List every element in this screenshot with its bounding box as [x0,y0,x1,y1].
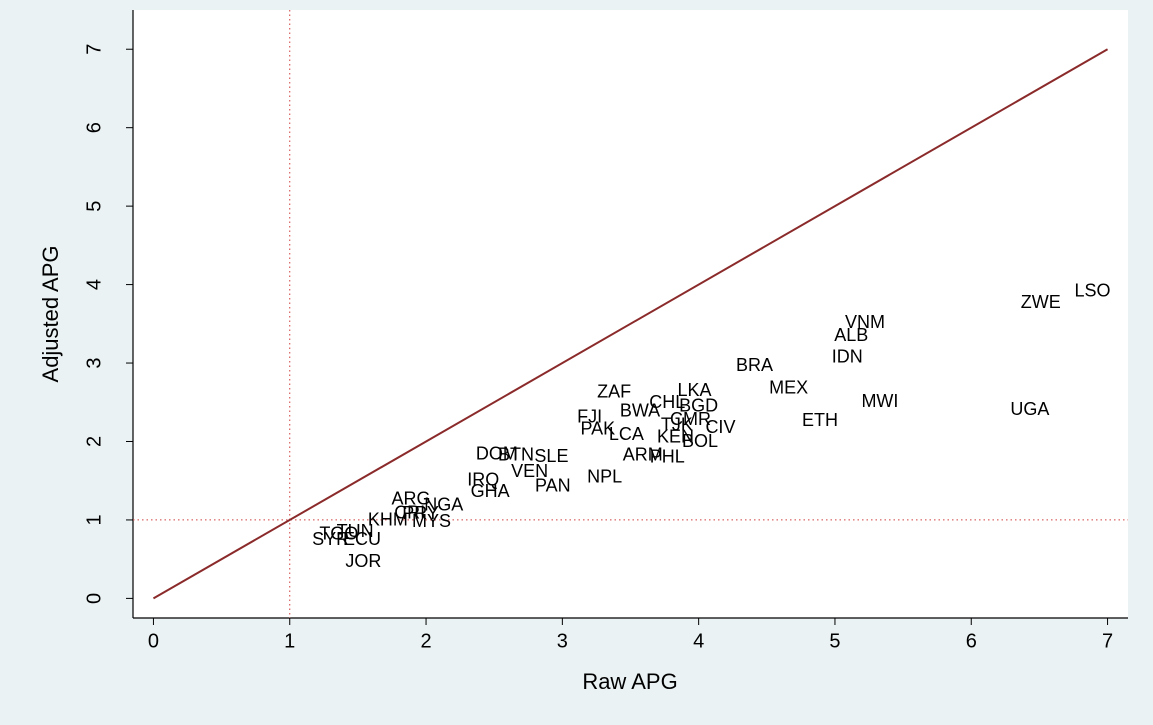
y-tick-label: 7 [83,44,105,55]
y-axis-title: Adjusted APG [38,246,63,383]
point-label: ARG [392,488,431,508]
point-label: BWA [620,400,660,420]
point-label: CMR [670,409,711,429]
point-label: BOL [682,431,718,451]
y-tick-label: 4 [83,279,105,290]
point-label: JOR [345,551,381,571]
point-label: MYS [412,511,451,531]
point-label: ZWE [1021,292,1061,312]
point-label: BRA [736,355,773,375]
point-label: TJK [661,415,693,435]
y-tick-label: 6 [83,122,105,133]
x-tick-label: 5 [829,630,840,652]
point-label: VEN [511,461,548,481]
point-label: SYR [312,529,349,549]
point-label: CHL [649,392,685,412]
point-label: PAN [535,476,571,496]
point-label: BTN [498,444,534,464]
x-tick-label: 1 [284,630,295,652]
diagonal-line [152,48,1109,600]
point-label: LSO [1075,280,1111,300]
x-axis-title: Raw APG [582,669,677,694]
point-label: PAK [580,418,615,438]
y-tick-label: 2 [83,436,105,447]
point-label: LCA [609,424,644,444]
point-label: GHA [471,481,510,501]
point-label: KHM [368,509,408,529]
point-label: PRY [402,503,439,523]
point-label: BGD [679,396,718,416]
point-label: TGO [319,524,358,544]
point-label: MEX [769,378,808,398]
point-label: NGA [424,495,463,515]
point-label: LKA [678,380,712,400]
point-label: CRI [394,502,425,522]
point-label: PHL [650,447,685,467]
x-tick-label: 7 [1102,630,1113,652]
y-tick-label: 0 [83,593,105,604]
y-tick-label: 5 [83,201,105,212]
point-label: IRQ [467,469,499,489]
y-tick-label: 3 [83,357,105,368]
point-label: SLE [534,446,568,466]
point-label: CIV [705,417,735,437]
point-label: KEN [657,426,694,446]
x-tick-label: 0 [148,630,159,652]
y-tick-label: 1 [83,514,105,525]
point-label: FJI [577,407,602,427]
point-label: ARM [623,444,663,464]
plot-area [133,10,1128,618]
point-label: DOM [476,444,518,464]
point-label: MWI [861,391,898,411]
point-label: VNM [845,312,885,332]
point-label: ETH [802,410,838,430]
point-label: TUN [337,521,374,541]
point-label: ZAF [597,382,631,402]
point-label: NPL [587,466,622,486]
x-tick-label: 6 [966,630,977,652]
x-tick-label: 2 [420,630,431,652]
point-label: ECU [343,529,381,549]
point-label: IDN [832,346,863,366]
x-tick-label: 3 [557,630,568,652]
x-tick-label: 4 [693,630,704,652]
point-label: ALB [834,325,868,345]
point-label: UGA [1010,399,1049,419]
